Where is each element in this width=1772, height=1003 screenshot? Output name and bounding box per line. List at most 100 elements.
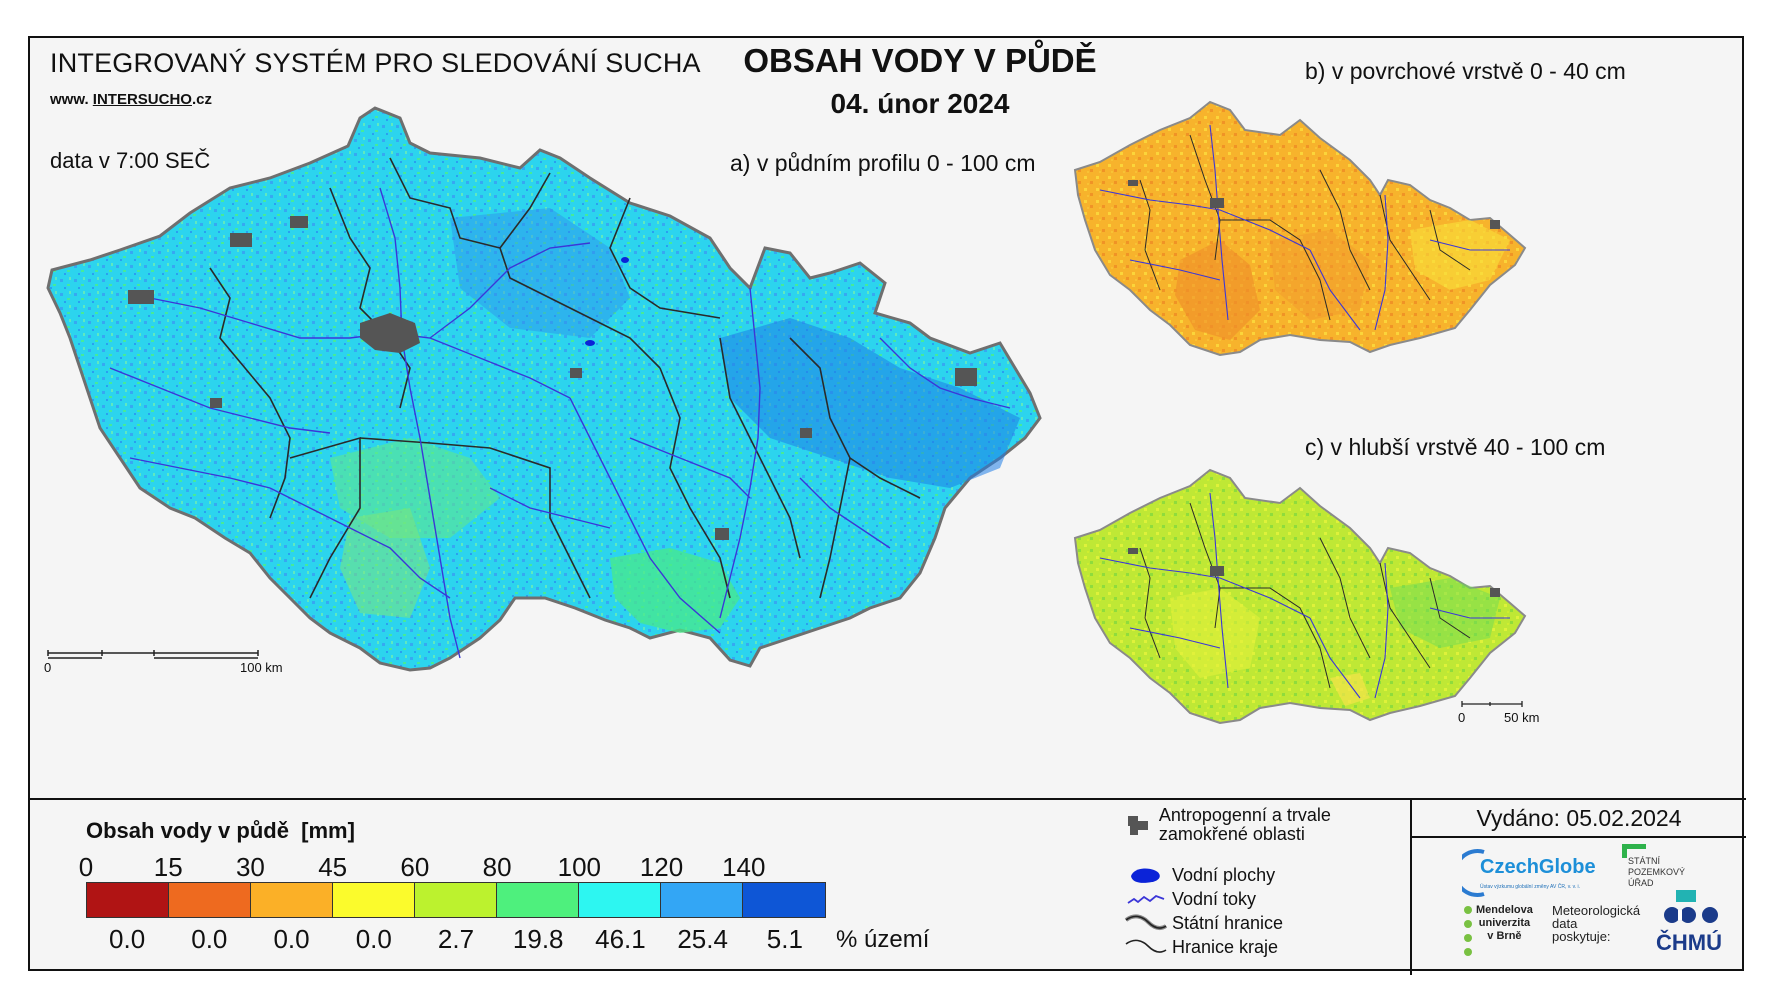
map-b-rivers <box>1099 124 1510 331</box>
map-a-city <box>800 428 812 438</box>
scale-small-start: 0 <box>1458 710 1466 725</box>
legend-percent-8: 5.1 <box>766 924 803 954</box>
legend-class-7 <box>661 883 743 917</box>
czechglobe-name: CzechGlobe <box>1480 856 1596 878</box>
map-date: 04. únor 2024 <box>830 88 1010 119</box>
map-a-city <box>955 368 977 386</box>
issued-date: Vydáno: 05.02.2024 <box>1412 800 1746 838</box>
legend-percent-0: 0.0 <box>109 924 146 954</box>
legend-panel: Obsah vody v půdě [mm] 0 15 30 45 60 80 100 120… <box>30 798 1746 975</box>
map-a-urban-areas <box>128 216 977 540</box>
map-a-fill <box>46 106 1042 672</box>
chmu-name: ČHMÚ <box>1656 930 1722 955</box>
map-a-water-body <box>585 340 595 346</box>
map-c-urban-areas <box>1128 548 1500 597</box>
chmu-logo[interactable]: Meteorologická data poskytuje: ČHMÚ <box>1552 904 1742 970</box>
map-a-green-patch <box>330 438 500 538</box>
key-urban: Antropogenní a trvale zamokřené oblasti <box>1120 806 1400 843</box>
key-water: Vodní plochy <box>1120 862 1275 888</box>
map-a-label: a) v půdním profilu 0 - 100 cm <box>730 150 1036 176</box>
website-link[interactable]: www. INTERSUCHO.cz <box>50 91 212 108</box>
legend-percent-3: 0.0 <box>355 924 392 954</box>
map-frame: INTEGROVANÝ SYSTÉM PRO SLEDOVÁNÍ SUCHA w… <box>28 36 1746 975</box>
map-c-rivers <box>1099 492 1510 699</box>
data-time: data v 7:00 SEČ <box>50 148 211 173</box>
spu-logo[interactable]: STÁTNÍ POZEMKOVÝ ÚŘAD <box>1622 844 1712 904</box>
legend-unit: [mm] <box>301 818 355 843</box>
scale-small-end: 50 km <box>1504 710 1540 725</box>
legend-title-text: Obsah vody v půdě <box>86 818 289 843</box>
met-line1: Meteorologická <box>1552 903 1641 918</box>
map-b-city <box>1490 220 1500 229</box>
map-b-urban-areas <box>1128 180 1500 229</box>
water-body-icon <box>1120 862 1172 888</box>
map-a-city <box>210 398 222 408</box>
map-a-rivers <box>109 187 1011 659</box>
legend-title: Obsah vody v půdě [mm] <box>86 818 355 844</box>
czechglobe-logo[interactable]: CzechGlobe Ústav výzkumu globální změny … <box>1453 848 1602 898</box>
met-line3: poskytuje: <box>1552 929 1611 944</box>
key-river-label: Vodní toky <box>1172 888 1257 909</box>
map-b-orange-patch <box>1175 240 1260 340</box>
issued-panel: Vydáno: 05.02.2024 CzechGlobe Ústav výzk… <box>1410 800 1746 975</box>
scale-main-start: 0 <box>44 660 52 675</box>
map-c-label: c) v hlubší vrstvě 40 - 100 cm <box>1305 434 1606 460</box>
map-a-region-borders <box>209 157 921 599</box>
legend-class-0 <box>87 883 169 917</box>
key-river: Vodní toky <box>1120 886 1256 912</box>
map-a-city <box>715 528 729 540</box>
spu-line1: STÁTNÍ <box>1628 856 1661 866</box>
legend-percent-unit: % území <box>836 926 930 953</box>
key-region-border-label: Hranice kraje <box>1172 936 1279 957</box>
spu-line2: POZEMKOVÝ <box>1628 867 1686 877</box>
spu-text: STÁTNÍ POZEMKOVÝ ÚŘAD <box>1628 856 1685 889</box>
map-b-orange-patch <box>1270 230 1370 320</box>
scale-main-end: 100 km <box>240 660 283 675</box>
map-c-green-patch <box>1390 578 1500 648</box>
legend-thresholds: 0 15 30 45 60 80 100 120 140 <box>78 852 822 882</box>
map-a-country <box>46 106 1042 672</box>
river-icon <box>1120 886 1172 912</box>
map-b-region-borders <box>1139 134 1471 321</box>
map-b-label: b) v povrchové vrstvě 0 - 40 cm <box>1305 58 1626 84</box>
map-a-blue-patch <box>720 318 1020 488</box>
map-b-yellow-patch <box>1410 220 1510 290</box>
map-a-city <box>570 368 582 378</box>
map-title: OBSAH VODY V PŮDĚ <box>743 42 1097 79</box>
website-prefix: www. <box>50 91 89 108</box>
map-a-city <box>128 290 154 304</box>
system-title: INTEGROVANÝ SYSTÉM PRO SLEDOVÁNÍ SUCHA <box>50 48 701 78</box>
map-a-city-prague <box>360 313 420 353</box>
map-b-city-prague <box>1210 198 1224 208</box>
map-a-city <box>290 216 308 228</box>
legend-threshold-6: 100 <box>557 852 602 882</box>
mendelu-logo[interactable]: Mendelova univerzita v Brně <box>1462 904 1557 970</box>
website-main: INTERSUCHO <box>92 91 192 108</box>
legend-threshold-4: 60 <box>400 852 430 882</box>
mendelu-text: Mendelova univerzita v Brně <box>1476 904 1533 943</box>
legend-percent-4: 2.7 <box>437 924 475 954</box>
spu-line3: ÚŘAD <box>1628 878 1654 888</box>
legend-threshold-3: 45 <box>318 852 348 882</box>
mendelu-line1: Mendelova <box>1476 904 1533 916</box>
met-text: Meteorologická data poskytuje: <box>1552 904 1640 943</box>
legend-class-3 <box>333 883 415 917</box>
legend-threshold-0: 0 <box>78 852 94 882</box>
czechglobe-subtitle: Ústav výzkumu globální změny AV ČR, v. v… <box>1480 884 1581 890</box>
map-c-yellow-patch <box>1170 588 1260 678</box>
map-c-region-borders <box>1139 502 1471 689</box>
key-state-border-label: Státní hranice <box>1172 912 1284 933</box>
legend-percent-6: 46.1 <box>595 924 646 954</box>
map-b-city <box>1128 180 1138 186</box>
legend-threshold-5: 80 <box>482 852 512 882</box>
chmu-mark-icon <box>1664 907 1718 923</box>
mendelu-line3: v Brně <box>1487 930 1522 942</box>
map-a <box>46 106 1042 672</box>
legend-percent-5: 19.8 <box>512 924 564 954</box>
map-c-city <box>1490 588 1500 597</box>
mendelu-line2: univerzita <box>1478 917 1531 929</box>
key-state-border: Státní hranice <box>1120 910 1283 936</box>
map-a-city <box>230 233 252 247</box>
scale-bar-small <box>1461 701 1523 707</box>
legend-percent-7: 25.4 <box>677 924 728 954</box>
